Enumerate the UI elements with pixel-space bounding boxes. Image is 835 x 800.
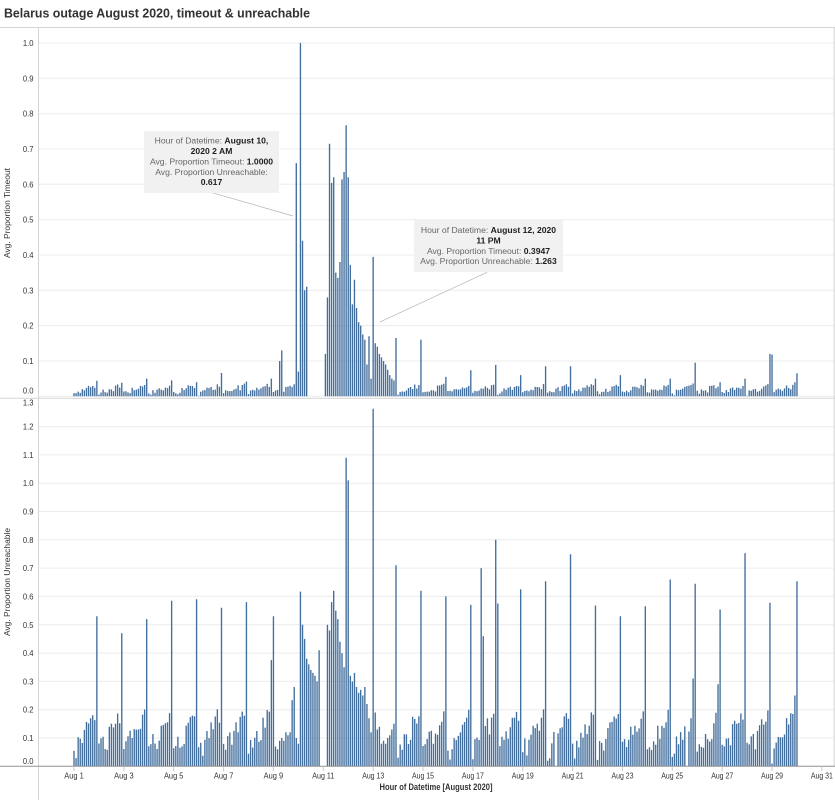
svg-text:Aug 31: Aug 31: [811, 771, 833, 781]
svg-text:Hour of Datetime [August 2020]: Hour of Datetime [August 2020]: [380, 782, 493, 793]
svg-text:1.2: 1.2: [23, 422, 34, 432]
svg-text:1.0: 1.0: [23, 38, 34, 48]
svg-text:Aug 23: Aug 23: [612, 771, 634, 781]
svg-text:0.4: 0.4: [23, 250, 34, 260]
svg-text:Avg. Proportion Unreachable: Avg. Proportion Unreachable: [2, 528, 12, 636]
svg-text:0.0: 0.0: [23, 386, 34, 396]
svg-text:0.2: 0.2: [23, 321, 34, 331]
svg-text:Avg. Proportion Unreachable: 1: Avg. Proportion Unreachable: 1.263: [420, 256, 557, 266]
svg-text:0.9: 0.9: [23, 507, 34, 517]
svg-text:0.9: 0.9: [23, 73, 34, 83]
svg-text:0.4: 0.4: [23, 648, 34, 658]
svg-text:1.3: 1.3: [23, 398, 34, 408]
svg-text:Avg. Proportion Timeout: Avg. Proportion Timeout: [2, 167, 12, 258]
svg-text:Aug 25: Aug 25: [661, 771, 683, 781]
svg-text:Belarus outage August 2020, ti: Belarus outage August 2020, timeout & un…: [4, 6, 310, 21]
svg-text:0.5: 0.5: [23, 620, 34, 630]
svg-text:Aug 11: Aug 11: [312, 771, 334, 781]
svg-text:1.0: 1.0: [23, 478, 34, 488]
svg-text:Aug 7: Aug 7: [214, 771, 234, 781]
svg-text:Aug 29: Aug 29: [761, 771, 783, 781]
svg-text:0.1: 0.1: [23, 733, 34, 743]
svg-text:11 PM: 11 PM: [476, 235, 500, 245]
svg-text:0.8: 0.8: [23, 535, 34, 545]
svg-text:0.617: 0.617: [201, 177, 223, 187]
svg-text:0.3: 0.3: [23, 285, 34, 295]
svg-text:0.6: 0.6: [23, 179, 34, 189]
svg-text:Aug 19: Aug 19: [512, 771, 534, 781]
svg-text:0.7: 0.7: [23, 563, 34, 573]
svg-text:0.5: 0.5: [23, 215, 34, 225]
svg-text:Avg. Proportion Timeout: 1.000: Avg. Proportion Timeout: 1.0000: [150, 156, 273, 166]
svg-text:0.0: 0.0: [23, 756, 34, 766]
svg-text:Aug 3: Aug 3: [114, 771, 134, 781]
svg-text:Aug 5: Aug 5: [164, 771, 184, 781]
svg-text:Avg. Proportion Unreachable:: Avg. Proportion Unreachable:: [155, 167, 268, 177]
svg-text:0.2: 0.2: [23, 705, 34, 715]
svg-text:Aug 15: Aug 15: [412, 771, 434, 781]
svg-text:1.1: 1.1: [23, 450, 34, 460]
svg-text:0.3: 0.3: [23, 676, 34, 686]
svg-text:Aug 13: Aug 13: [362, 771, 384, 781]
svg-text:Aug 21: Aug 21: [562, 771, 584, 781]
svg-text:Aug 9: Aug 9: [264, 771, 284, 781]
svg-text:Aug 27: Aug 27: [711, 771, 733, 781]
svg-text:0.1: 0.1: [23, 356, 34, 366]
svg-text:Aug 17: Aug 17: [462, 771, 484, 781]
svg-text:Hour of Datetime: August 10,: Hour of Datetime: August 10,: [155, 136, 269, 146]
svg-text:Aug 1: Aug 1: [64, 771, 84, 781]
svg-text:Hour of Datetime: August 12, 2: Hour of Datetime: August 12, 2020: [421, 225, 556, 235]
svg-text:0.7: 0.7: [23, 144, 34, 154]
svg-text:2020 2 AM: 2020 2 AM: [191, 146, 233, 156]
svg-text:Avg. Proportion Timeout: 0.394: Avg. Proportion Timeout: 0.3947: [427, 246, 550, 256]
svg-text:0.8: 0.8: [23, 109, 34, 119]
svg-text:0.6: 0.6: [23, 591, 34, 601]
